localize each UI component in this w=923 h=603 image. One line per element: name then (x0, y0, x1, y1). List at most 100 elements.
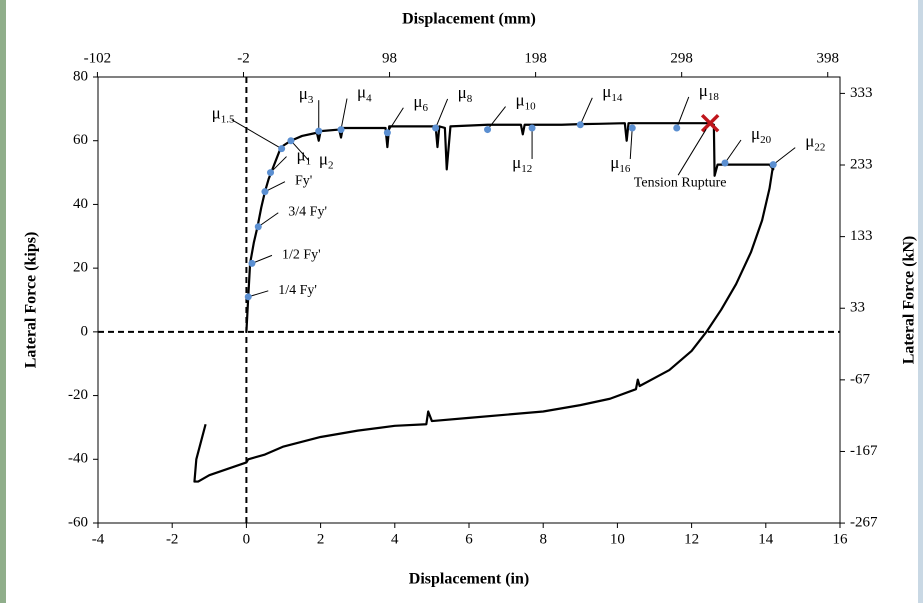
annotation-arrow (579, 97, 593, 125)
point-label: μ4 (357, 82, 372, 104)
y2-tick-label: 333 (850, 85, 873, 101)
point-label: 3/4 Fy' (288, 205, 327, 220)
curve (193, 122, 775, 483)
point-label-sub: 1.5 (221, 113, 235, 125)
point-label-text: μ (805, 132, 814, 151)
point-marker (673, 124, 681, 132)
rupture-arrow (677, 128, 707, 176)
y-tick-label: 20 (73, 260, 88, 276)
point-label: μ14 (602, 82, 623, 104)
point-label: 1/4 Fy' (278, 283, 317, 298)
point-marker (261, 188, 269, 196)
y2-tick-label: 133 (850, 228, 873, 244)
point-label-text: μ (516, 90, 525, 109)
point-label-sub: 20 (760, 134, 772, 146)
point-label-sub: 10 (525, 100, 537, 112)
annotation-arrow (772, 147, 796, 166)
rupture-label: Tension Rupture (634, 175, 727, 190)
x-tick-label: 10 (610, 531, 625, 547)
x-tick-label: -2 (166, 531, 179, 547)
x2-tick-label: -2 (237, 50, 250, 66)
point-marker (278, 145, 286, 153)
x2-axis-title: Displacement (mm) (402, 11, 536, 28)
point-label-text: μ (699, 81, 708, 100)
point-marker (769, 161, 777, 169)
point-label: μ3 (299, 84, 314, 106)
point-marker (315, 127, 323, 135)
point-label: μ6 (413, 92, 428, 114)
y-tick-label: 80 (73, 68, 88, 84)
x-tick-label: 16 (833, 531, 849, 547)
point-label: μ12 (512, 153, 532, 175)
x2-tick-label: 98 (382, 50, 397, 66)
point-label-text: μ (319, 150, 328, 169)
point-label-text: μ (413, 92, 422, 111)
point-label-text: 1/4 Fy' (278, 283, 317, 298)
point-label-sub: 12 (521, 163, 532, 175)
point-label-text: μ (212, 104, 221, 123)
rupture-marker (700, 113, 720, 133)
x-tick-label: 2 (317, 531, 325, 547)
point-label: μ16 (610, 153, 631, 175)
point-label-sub: 3 (308, 94, 314, 106)
x2-tick-label: 298 (670, 50, 693, 66)
point-marker (248, 259, 256, 267)
y2-tick-label: -267 (850, 515, 878, 531)
point-label-text: μ (297, 145, 306, 164)
y-tick-label: 60 (73, 132, 88, 148)
point-label: Fy' (295, 174, 312, 189)
point-label-text: 3/4 Fy' (288, 205, 327, 220)
point-label-text: μ (610, 153, 619, 172)
point-label-text: μ (357, 82, 366, 101)
point-label-sub: 2 (328, 159, 334, 171)
y-tick-label: 40 (73, 196, 88, 212)
point-label-sub: 6 (423, 101, 429, 113)
y-tick-label: -20 (68, 387, 88, 403)
point-marker (721, 159, 729, 167)
point-label-sub: 18 (708, 91, 720, 103)
point-label: μ2 (319, 150, 334, 172)
annotation-arrow (231, 119, 282, 150)
x2-tick-label: 398 (816, 50, 839, 66)
point-marker (432, 124, 440, 132)
y2-tick-label: 233 (850, 156, 873, 172)
point-label: μ18 (699, 81, 720, 103)
point-label-text: μ (299, 84, 308, 103)
point-marker (383, 129, 391, 137)
y-tick-label: 0 (81, 323, 89, 339)
point-marker (528, 124, 536, 132)
x-tick-label: 6 (465, 531, 473, 547)
point-marker (337, 126, 345, 134)
point-marker (267, 169, 275, 177)
annotation-arrow (340, 98, 348, 130)
y-axis-title: Lateral Force (kips) (23, 232, 40, 369)
annotation-arrow (724, 139, 742, 164)
point-label: 1/2 Fy' (282, 248, 321, 263)
point-label: μ1.5 (212, 104, 235, 126)
point-label-text: 1/2 Fy' (282, 248, 321, 263)
x-tick-label: 14 (758, 531, 774, 547)
y2-tick-label: 33 (850, 300, 865, 316)
point-label-sub: 8 (467, 93, 473, 105)
point-label-sub: 4 (366, 92, 372, 104)
point-marker (628, 124, 636, 132)
annotation-arrow (270, 156, 287, 173)
point-label-text: Fy' (295, 174, 312, 189)
chart-background (6, 0, 918, 603)
point-label-sub: 16 (619, 163, 631, 175)
x-tick-label: 8 (539, 531, 547, 547)
point-marker (484, 126, 492, 134)
x2-tick-label: -102 (84, 50, 112, 66)
y2-axis-title: Lateral Force (kN) (901, 236, 918, 365)
point-marker (287, 137, 295, 145)
annotation-arrow (251, 254, 273, 264)
y-tick-label: -40 (68, 451, 88, 467)
point-label: μ1 (297, 145, 312, 167)
y2-tick-label: -167 (850, 443, 878, 459)
x-axis-title: Displacement (in) (409, 571, 529, 588)
x-tick-label: 4 (391, 531, 399, 547)
point-marker (576, 121, 584, 129)
point-label-text: μ (512, 153, 521, 172)
